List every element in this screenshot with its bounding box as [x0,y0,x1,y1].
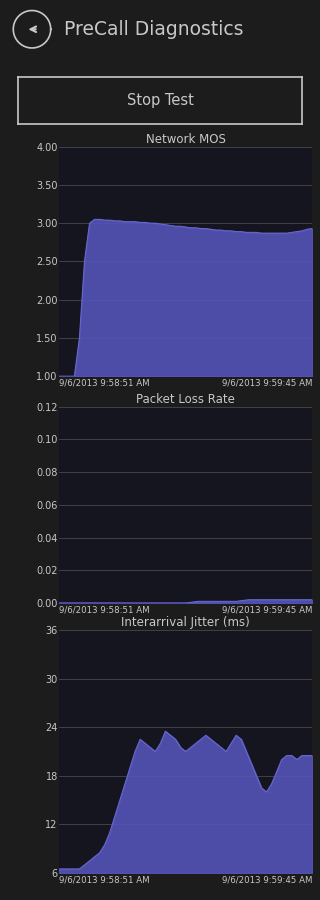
Title: Packet Loss Rate: Packet Loss Rate [136,392,235,406]
Text: Stop Test: Stop Test [127,94,193,108]
Title: Interarrival Jitter (ms): Interarrival Jitter (ms) [121,616,250,629]
Title: Network MOS: Network MOS [146,132,226,146]
Text: PreCall Diagnostics: PreCall Diagnostics [63,20,243,39]
